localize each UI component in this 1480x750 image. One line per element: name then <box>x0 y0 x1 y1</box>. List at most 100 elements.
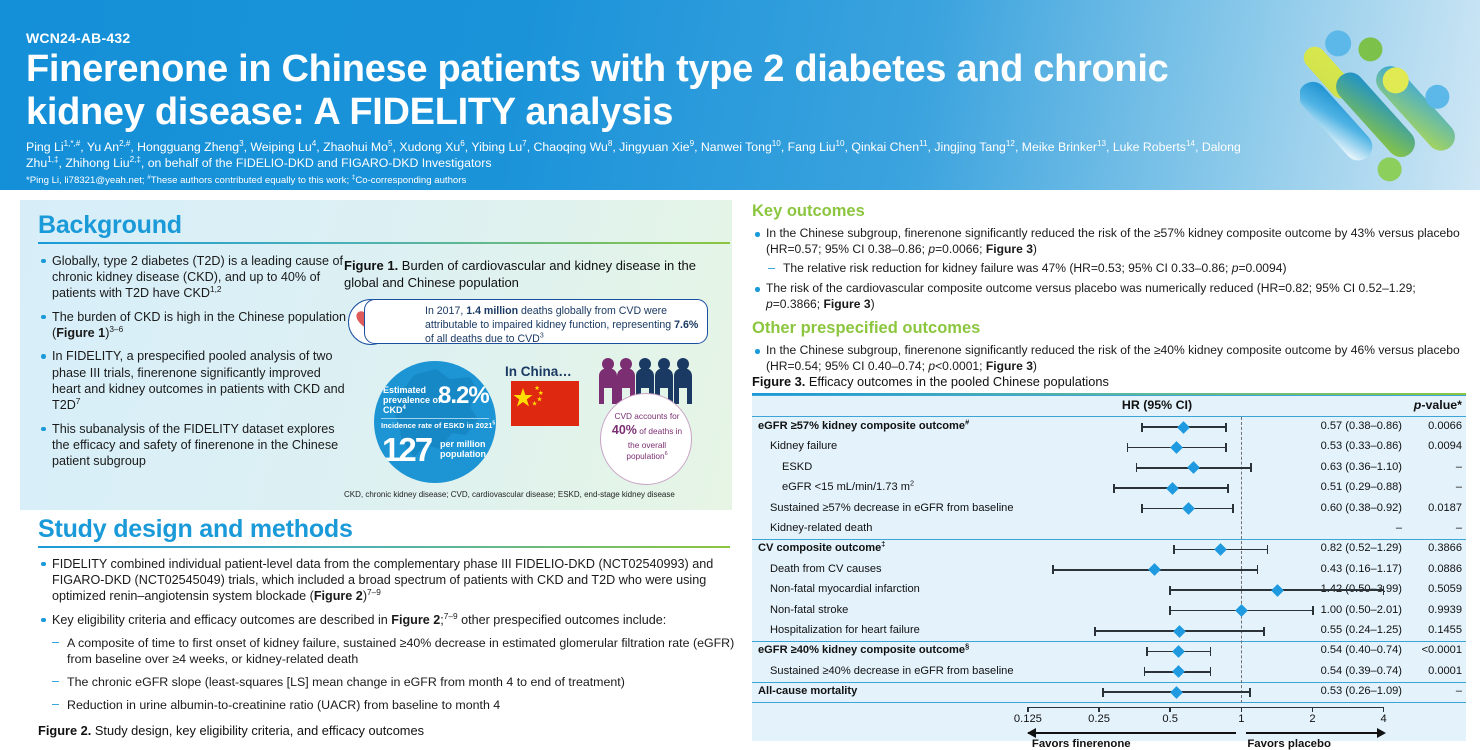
null-reference-line <box>1241 417 1243 703</box>
ci-end-cap <box>1227 483 1230 493</box>
outcome-label: eGFR <15 mL/min/1.73 m2 <box>782 478 915 494</box>
ci-end-cap <box>1169 585 1171 595</box>
table-row: Sustained ≥40% decrease in eGFR from bas… <box>752 662 1466 682</box>
table-row: Kidney-related death – – <box>752 519 1466 539</box>
table-row: eGFR ≥57% kidney composite outcome# 0.57 … <box>752 417 1466 437</box>
ci-end-cap <box>1231 504 1234 514</box>
hr-value: 0.54 (0.40–0.74) <box>1320 644 1402 657</box>
group-divider <box>752 640 1466 642</box>
ci-end-cap <box>1141 422 1143 432</box>
ci-end-cap <box>1249 687 1251 697</box>
outcome-label: All-cause mortality <box>758 685 858 698</box>
list-item: In the Chinese subgroup, finerenone sign… <box>752 226 1462 258</box>
p-value: <0.0001 <box>1421 644 1462 657</box>
ci-end-cap <box>1173 544 1176 554</box>
group-divider <box>752 702 1466 704</box>
ckd-prevalence-label: Estimated prevalence of CKD4 <box>383 385 442 416</box>
axis-tick-label: 4 <box>1380 712 1387 725</box>
list-item: The burden of CKD is high in the Chinese… <box>38 309 350 342</box>
favors-finerenone-arrow <box>1027 731 1237 734</box>
outcome-label: Death from CV causes <box>770 562 882 575</box>
axis-tick <box>1169 706 1171 712</box>
table-row: CV composite outcome‡ 0.82 (0.52–1.29) 0.3… <box>752 539 1466 559</box>
point-estimate-marker <box>1177 420 1191 434</box>
ci-end-cap <box>1209 667 1212 677</box>
table-row: Death from CV causes 0.43 (0.16–1.17) 0.08… <box>752 560 1466 580</box>
column-header-pvalue: p-value* <box>1413 398 1462 412</box>
point-estimate-marker <box>1169 685 1183 699</box>
decorative-graphic <box>1300 0 1480 190</box>
point-estimate-marker <box>1148 563 1162 577</box>
table-row: Sustained ≥57% decrease in eGFR from bas… <box>752 499 1466 519</box>
ci-end-cap <box>1225 422 1227 432</box>
hr-value: 0.60 (0.38–0.92) <box>1320 501 1402 514</box>
list-item: The relative risk reduction for kidney f… <box>768 260 1462 277</box>
figure3-top-rule <box>752 393 1466 395</box>
author-list: Ping Li1,*,#, Yu An2,#, Hongguang Zheng3… <box>26 138 1241 170</box>
point-estimate-marker <box>1234 604 1248 617</box>
outcome-label: CV composite outcome‡ <box>758 539 886 555</box>
list-item: In the Chinese subgroup, finerenone sign… <box>752 343 1462 375</box>
ci-end-cap <box>1113 483 1116 493</box>
cvd-deaths-circle: CVD accounts for 40% of deaths in the ov… <box>600 393 692 485</box>
methods-subbullets: A composite of time to first onset of ki… <box>52 634 738 714</box>
favors-placebo-label: Favors placebo <box>1247 737 1331 750</box>
key-outcomes-heading: Key outcomes <box>752 202 865 220</box>
ci-end-cap <box>1126 442 1129 452</box>
ci-end-cap <box>1266 544 1269 554</box>
other-outcomes-bullets: In the Chinese subgroup, finerenone sign… <box>752 343 1462 375</box>
page-title: Finerenone in Chinese patients with type… <box>26 48 1169 134</box>
point-estimate-marker <box>1165 481 1179 495</box>
ci-end-cap <box>1225 442 1227 452</box>
header-top-divider <box>752 395 1466 397</box>
outcome-label: Sustained ≥57% decrease in eGFR from bas… <box>770 501 1014 514</box>
forest-plot-figure: HR (95% CI) p-value* eGFR ≥57% kidney co… <box>752 393 1466 750</box>
hr-value: 0.82 (0.52–1.29) <box>1320 542 1402 555</box>
ci-end-cap <box>1382 585 1385 595</box>
p-value: – <box>1455 685 1462 698</box>
table-row: Non-fatal stroke 1.00 (0.50–2.01) 0.9939 <box>752 601 1466 621</box>
outcome-label: Kidney failure <box>770 440 838 453</box>
p-value: 0.9939 <box>1428 603 1462 616</box>
ci-end-cap <box>1094 626 1096 636</box>
cvd-deaths-text: CVD accounts for 40% of deaths in the ov… <box>611 411 683 462</box>
axis-tick-label: 2 <box>1309 712 1316 725</box>
axis-tick <box>1382 706 1385 712</box>
figure2-caption: Figure 2. Study design, key eligibility … <box>38 723 738 738</box>
point-estimate-marker <box>1214 543 1228 556</box>
p-value: 0.0094 <box>1428 440 1462 453</box>
p-value: – <box>1455 522 1462 534</box>
axis-line <box>1027 706 1384 708</box>
hr-value: 0.57 (0.38–0.86) <box>1320 420 1402 432</box>
list-item: The chronic eGFR slope (least-squares [L… <box>52 673 738 690</box>
methods-section: Study design and methods FIDELITY combin… <box>38 516 738 738</box>
header-divider <box>752 416 1466 418</box>
list-item: The risk of the cardiovascular composite… <box>752 281 1462 313</box>
axis-tick-label: 1 <box>1238 712 1245 725</box>
eskd-incidence-unit: per million population <box>440 439 486 459</box>
group-divider <box>752 681 1466 683</box>
list-item: Reduction in urine albumin-to-creatinine… <box>52 696 738 713</box>
methods-heading: Study design and methods <box>38 515 353 543</box>
key-outcomes-bullets-2: The risk of the cardiovascular composite… <box>752 281 1462 313</box>
figure1-caption: Figure 1. Burden of cardiovascular and k… <box>344 258 726 291</box>
ckd-prevalence-value: 8.2% <box>438 382 490 409</box>
list-item: This subanalysis of the FIDELITY dataset… <box>38 421 350 470</box>
other-outcomes-heading: Other prespecified outcomes <box>752 318 981 337</box>
hr-value: 0.51 (0.29–0.88) <box>1320 481 1402 494</box>
favors-finerenone-label: Favors finerenone <box>1031 737 1131 750</box>
point-estimate-marker <box>1169 441 1183 454</box>
ci-end-cap <box>1052 565 1055 575</box>
ci-end-cap <box>1256 565 1259 575</box>
p-value: 0.0066 <box>1428 420 1462 432</box>
figure2-caption-text: Study design, key eligibility criteria, … <box>91 723 424 739</box>
axis-tick <box>1311 706 1314 712</box>
point-estimate-marker <box>1270 583 1284 597</box>
point-estimate-marker <box>1182 502 1196 515</box>
ci-end-cap <box>1312 606 1314 616</box>
outcome-label: Non-fatal myocardial infarction <box>770 583 920 596</box>
ci-end-cap <box>1141 504 1143 514</box>
key-outcomes-subbullets: The relative risk reduction for kidney f… <box>768 260 1462 277</box>
arrow-head-right <box>1376 727 1386 738</box>
hr-value: – <box>1395 522 1402 534</box>
